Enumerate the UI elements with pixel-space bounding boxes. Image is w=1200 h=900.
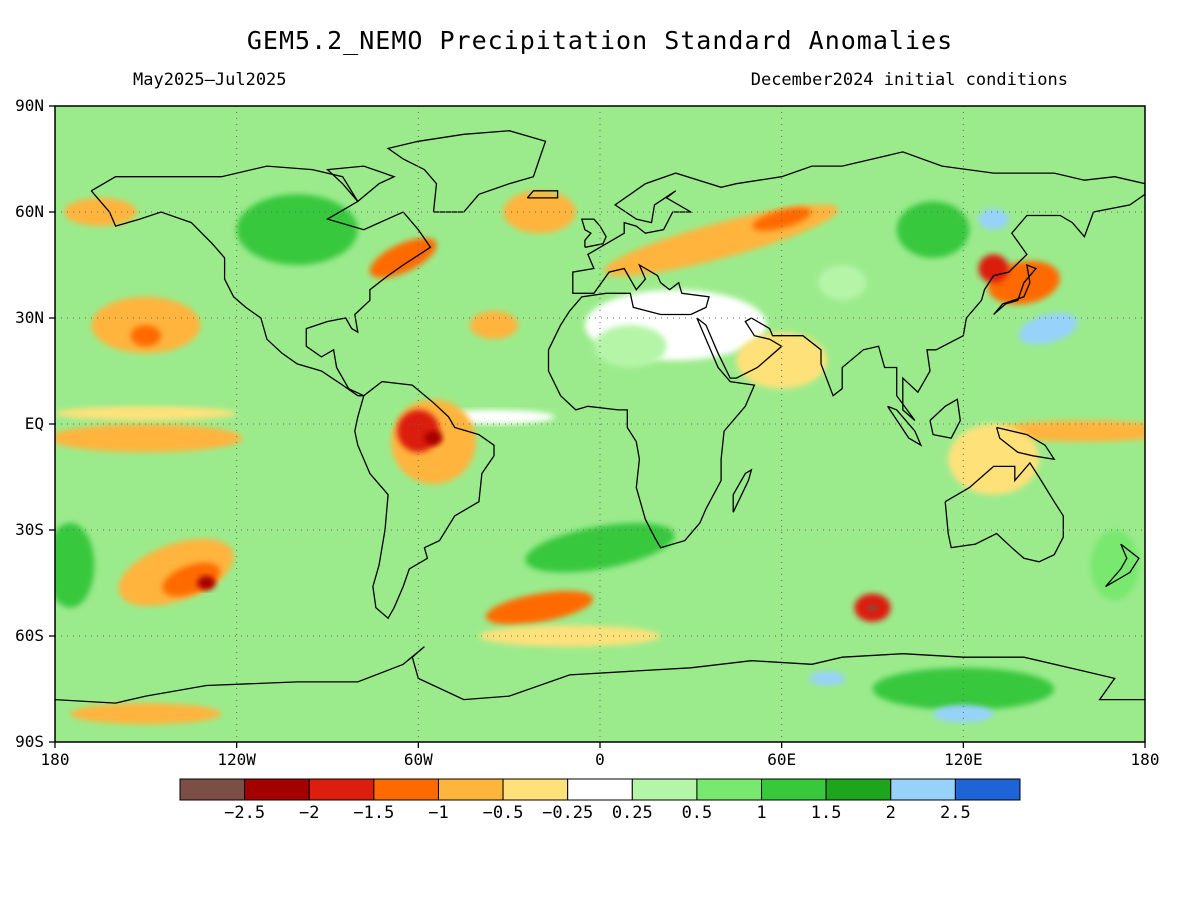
colorbar-label: 1 — [756, 803, 767, 823]
anomaly-region — [993, 420, 1145, 442]
coastline-sumatra — [887, 405, 923, 447]
anomaly-region — [369, 237, 437, 278]
anomaly-region — [70, 703, 222, 725]
coastlines — [55, 130, 1145, 704]
coastline-antarctica — [55, 646, 1145, 704]
gridlines — [55, 106, 1145, 742]
lon-label: 180 — [40, 750, 70, 769]
lon-label: 60E — [767, 750, 797, 769]
colorbar-label: 0.25 — [611, 803, 653, 823]
anomaly-region — [736, 332, 828, 389]
anomaly-region — [485, 590, 594, 625]
lat-label: 30S — [15, 520, 44, 539]
coastline-japan — [993, 263, 1038, 315]
colorbar-label: −2 — [298, 803, 320, 823]
lat-label: 60N — [15, 202, 44, 221]
anomaly-region — [818, 265, 867, 301]
colorbar-swatch — [373, 778, 439, 801]
anomaly-field — [55, 190, 1145, 725]
coastline-australia — [944, 461, 1064, 563]
coastline-africa-eurasia — [547, 151, 1145, 549]
lon-label: 120E — [944, 750, 983, 769]
colorbar-label: −0.5 — [482, 803, 524, 823]
colorbar-label: −0.25 — [542, 803, 594, 823]
anomaly-region — [978, 208, 1009, 230]
colorbar-swatch — [567, 778, 633, 801]
coastline-iceland — [526, 190, 559, 199]
coastline-borneo — [929, 398, 961, 439]
colorbar-swatch — [437, 778, 504, 801]
lon-label: 0 — [595, 750, 605, 769]
anomaly-region — [978, 254, 1009, 283]
colorbar-swatch — [890, 778, 956, 801]
colorbar-swatch — [179, 778, 246, 801]
colorbar-label: 2 — [885, 803, 896, 823]
lon-label: 120W — [217, 750, 256, 769]
anomaly-region — [896, 201, 970, 258]
initial-conditions: December2024 initial conditions — [750, 70, 1068, 90]
colorbar-swatch — [308, 778, 375, 801]
colorbar-label: 1.5 — [810, 803, 842, 823]
colorbar-swatch — [244, 778, 310, 801]
anomaly-region — [469, 310, 519, 340]
coastline-north-america — [90, 165, 432, 397]
colorbar-swatch — [954, 778, 1021, 801]
anomaly-region — [525, 522, 675, 573]
anomaly-region — [503, 190, 576, 234]
lon-label: 180 — [1130, 750, 1160, 769]
coastline-madagascar — [732, 468, 753, 513]
coastline-new-zealand — [1105, 543, 1140, 588]
anomaly-region — [1090, 530, 1139, 601]
lat-label: 30N — [15, 308, 44, 327]
anomaly-region — [236, 194, 358, 265]
colorbar-label: 2.5 — [940, 803, 971, 823]
anomaly-region — [55, 522, 95, 608]
colorbar-label: 0.5 — [681, 803, 713, 823]
coastline-baffin — [326, 165, 396, 202]
forecast-period: May2025–Jul2025 — [133, 70, 287, 90]
anomaly-region — [397, 409, 440, 453]
lon-label: 60W — [403, 750, 433, 769]
colorbar-swatch — [502, 778, 569, 801]
anomaly-region — [130, 325, 161, 347]
anomaly-region — [64, 197, 137, 227]
colorbar — [179, 778, 1021, 801]
anomaly-region — [1018, 312, 1078, 345]
map-title: GEM5.2_NEMO Precipitation Standard Anoma… — [246, 26, 954, 55]
colorbar-label: −2.5 — [224, 803, 266, 823]
anomaly-region — [478, 625, 661, 647]
coastline-greenland — [386, 130, 547, 213]
anomaly-region — [752, 207, 812, 231]
coastline-britain — [580, 218, 607, 248]
coastline-south-america — [354, 380, 495, 620]
anomaly-region — [808, 671, 846, 686]
coastline-new-guinea — [995, 426, 1056, 461]
colorbar-swatch — [631, 778, 698, 801]
anomaly-region — [867, 604, 878, 612]
lat-label: EQ — [24, 414, 44, 433]
lat-label: 90S — [15, 732, 44, 751]
anomaly-region — [948, 424, 1040, 495]
colorbar-label: −1 — [428, 803, 449, 823]
anomaly-region — [872, 667, 1055, 711]
lat-label: 90N — [15, 96, 44, 115]
colorbar-swatch — [696, 778, 763, 801]
colorbar-swatch — [825, 778, 892, 801]
axis-ticks — [49, 105, 1146, 748]
colorbar-label: −1.5 — [353, 803, 395, 823]
anomaly-region — [197, 575, 216, 591]
anomaly-region — [424, 431, 443, 446]
lat-label: 60S — [15, 626, 44, 645]
colorbar-swatch — [761, 778, 827, 801]
anomaly-region — [55, 406, 237, 421]
anomaly-region — [933, 704, 994, 723]
anomaly-region — [55, 424, 243, 453]
anomaly-region — [593, 325, 667, 368]
